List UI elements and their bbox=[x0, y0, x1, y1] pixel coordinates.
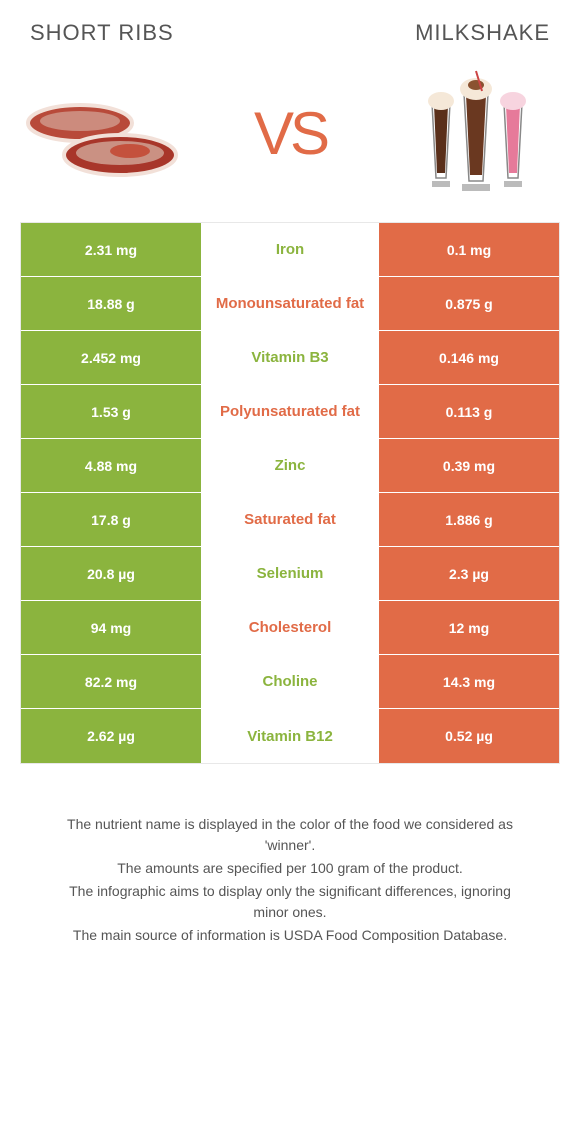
nutrient-row: 82.2 mgCholine14.3 mg bbox=[21, 655, 559, 709]
vs-label: VS bbox=[254, 99, 326, 168]
right-value: 0.52 µg bbox=[379, 709, 559, 763]
footer-note-line: The infographic aims to display only the… bbox=[50, 881, 530, 923]
nutrient-name: Zinc bbox=[201, 439, 379, 492]
left-food-title: Short ribs bbox=[30, 20, 174, 46]
nutrient-name: Polyunsaturated fat bbox=[201, 385, 379, 438]
footer-notes: The nutrient name is displayed in the co… bbox=[20, 814, 560, 946]
nutrient-name: Vitamin B3 bbox=[201, 331, 379, 384]
images-row: VS bbox=[20, 58, 560, 222]
right-value: 0.875 g bbox=[379, 277, 559, 330]
left-value: 4.88 mg bbox=[21, 439, 201, 492]
nutrient-row: 20.8 µgSelenium2.3 µg bbox=[21, 547, 559, 601]
nutrient-name: Saturated fat bbox=[201, 493, 379, 546]
left-value: 2.452 mg bbox=[21, 331, 201, 384]
right-value: 12 mg bbox=[379, 601, 559, 654]
nutrient-row: 94 mgCholesterol12 mg bbox=[21, 601, 559, 655]
milkshake-image bbox=[390, 68, 560, 198]
right-food-title: Milkshake bbox=[415, 20, 550, 46]
nutrient-name: Monounsaturated fat bbox=[201, 277, 379, 330]
nutrient-name: Selenium bbox=[201, 547, 379, 600]
nutrient-row: 2.452 mgVitamin B30.146 mg bbox=[21, 331, 559, 385]
left-value: 82.2 mg bbox=[21, 655, 201, 708]
left-value: 20.8 µg bbox=[21, 547, 201, 600]
left-value: 2.31 mg bbox=[21, 223, 201, 276]
header-row: Short ribs Milkshake bbox=[20, 20, 560, 58]
nutrient-name: Vitamin B12 bbox=[201, 709, 379, 763]
footer-note-line: The nutrient name is displayed in the co… bbox=[50, 814, 530, 856]
right-value: 1.886 g bbox=[379, 493, 559, 546]
right-value: 0.146 mg bbox=[379, 331, 559, 384]
nutrient-row: 18.88 gMonounsaturated fat0.875 g bbox=[21, 277, 559, 331]
nutrient-row: 17.8 gSaturated fat1.886 g bbox=[21, 493, 559, 547]
short-ribs-image bbox=[20, 68, 190, 198]
left-value: 17.8 g bbox=[21, 493, 201, 546]
nutrient-row: 2.31 mgIron0.1 mg bbox=[21, 223, 559, 277]
nutrient-table: 2.31 mgIron0.1 mg18.88 gMonounsaturated … bbox=[20, 222, 560, 764]
left-value: 1.53 g bbox=[21, 385, 201, 438]
footer-note-line: The main source of information is USDA F… bbox=[50, 925, 530, 946]
right-value: 14.3 mg bbox=[379, 655, 559, 708]
footer-note-line: The amounts are specified per 100 gram o… bbox=[50, 858, 530, 879]
left-value: 18.88 g bbox=[21, 277, 201, 330]
nutrient-name: Cholesterol bbox=[201, 601, 379, 654]
nutrient-row: 1.53 gPolyunsaturated fat0.113 g bbox=[21, 385, 559, 439]
right-value: 0.113 g bbox=[379, 385, 559, 438]
nutrient-row: 4.88 mgZinc0.39 mg bbox=[21, 439, 559, 493]
left-value: 94 mg bbox=[21, 601, 201, 654]
nutrient-name: Choline bbox=[201, 655, 379, 708]
right-value: 0.39 mg bbox=[379, 439, 559, 492]
nutrient-row: 2.62 µgVitamin B120.52 µg bbox=[21, 709, 559, 763]
right-value: 0.1 mg bbox=[379, 223, 559, 276]
nutrient-name: Iron bbox=[201, 223, 379, 276]
right-value: 2.3 µg bbox=[379, 547, 559, 600]
left-value: 2.62 µg bbox=[21, 709, 201, 763]
